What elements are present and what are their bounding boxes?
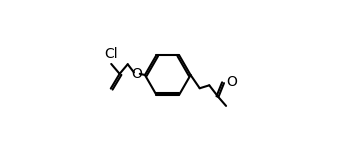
Text: O: O [131,67,142,81]
Text: O: O [227,75,238,89]
Text: Cl: Cl [104,46,118,61]
